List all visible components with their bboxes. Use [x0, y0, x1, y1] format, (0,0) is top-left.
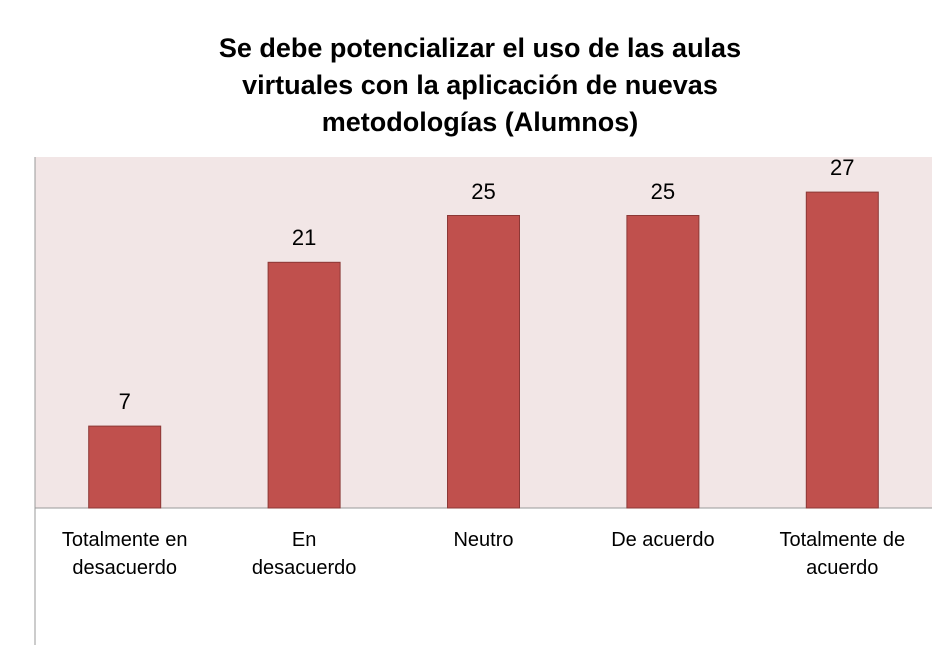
- data-label: 25: [471, 178, 496, 204]
- data-label: 7: [118, 389, 131, 415]
- data-label: 21: [291, 225, 317, 251]
- x-tick-label: Neutro: [453, 529, 514, 551]
- bar: [447, 215, 520, 509]
- chart-title: Se debe potencializar el uso de las aula…: [218, 33, 742, 137]
- bar: [88, 425, 162, 509]
- x-tick-label: Totalmente de acuerdo: [779, 529, 906, 579]
- bar: [267, 261, 341, 509]
- bar: [626, 215, 700, 509]
- x-tick-label: Totalmente en desacuerdo: [61, 529, 188, 579]
- x-tick-label: De acuerdo: [611, 529, 715, 551]
- data-label: 27: [830, 155, 855, 181]
- data-label: 25: [650, 178, 676, 204]
- bar: [805, 191, 879, 509]
- x-tick-label: En desacuerdo: [251, 529, 357, 579]
